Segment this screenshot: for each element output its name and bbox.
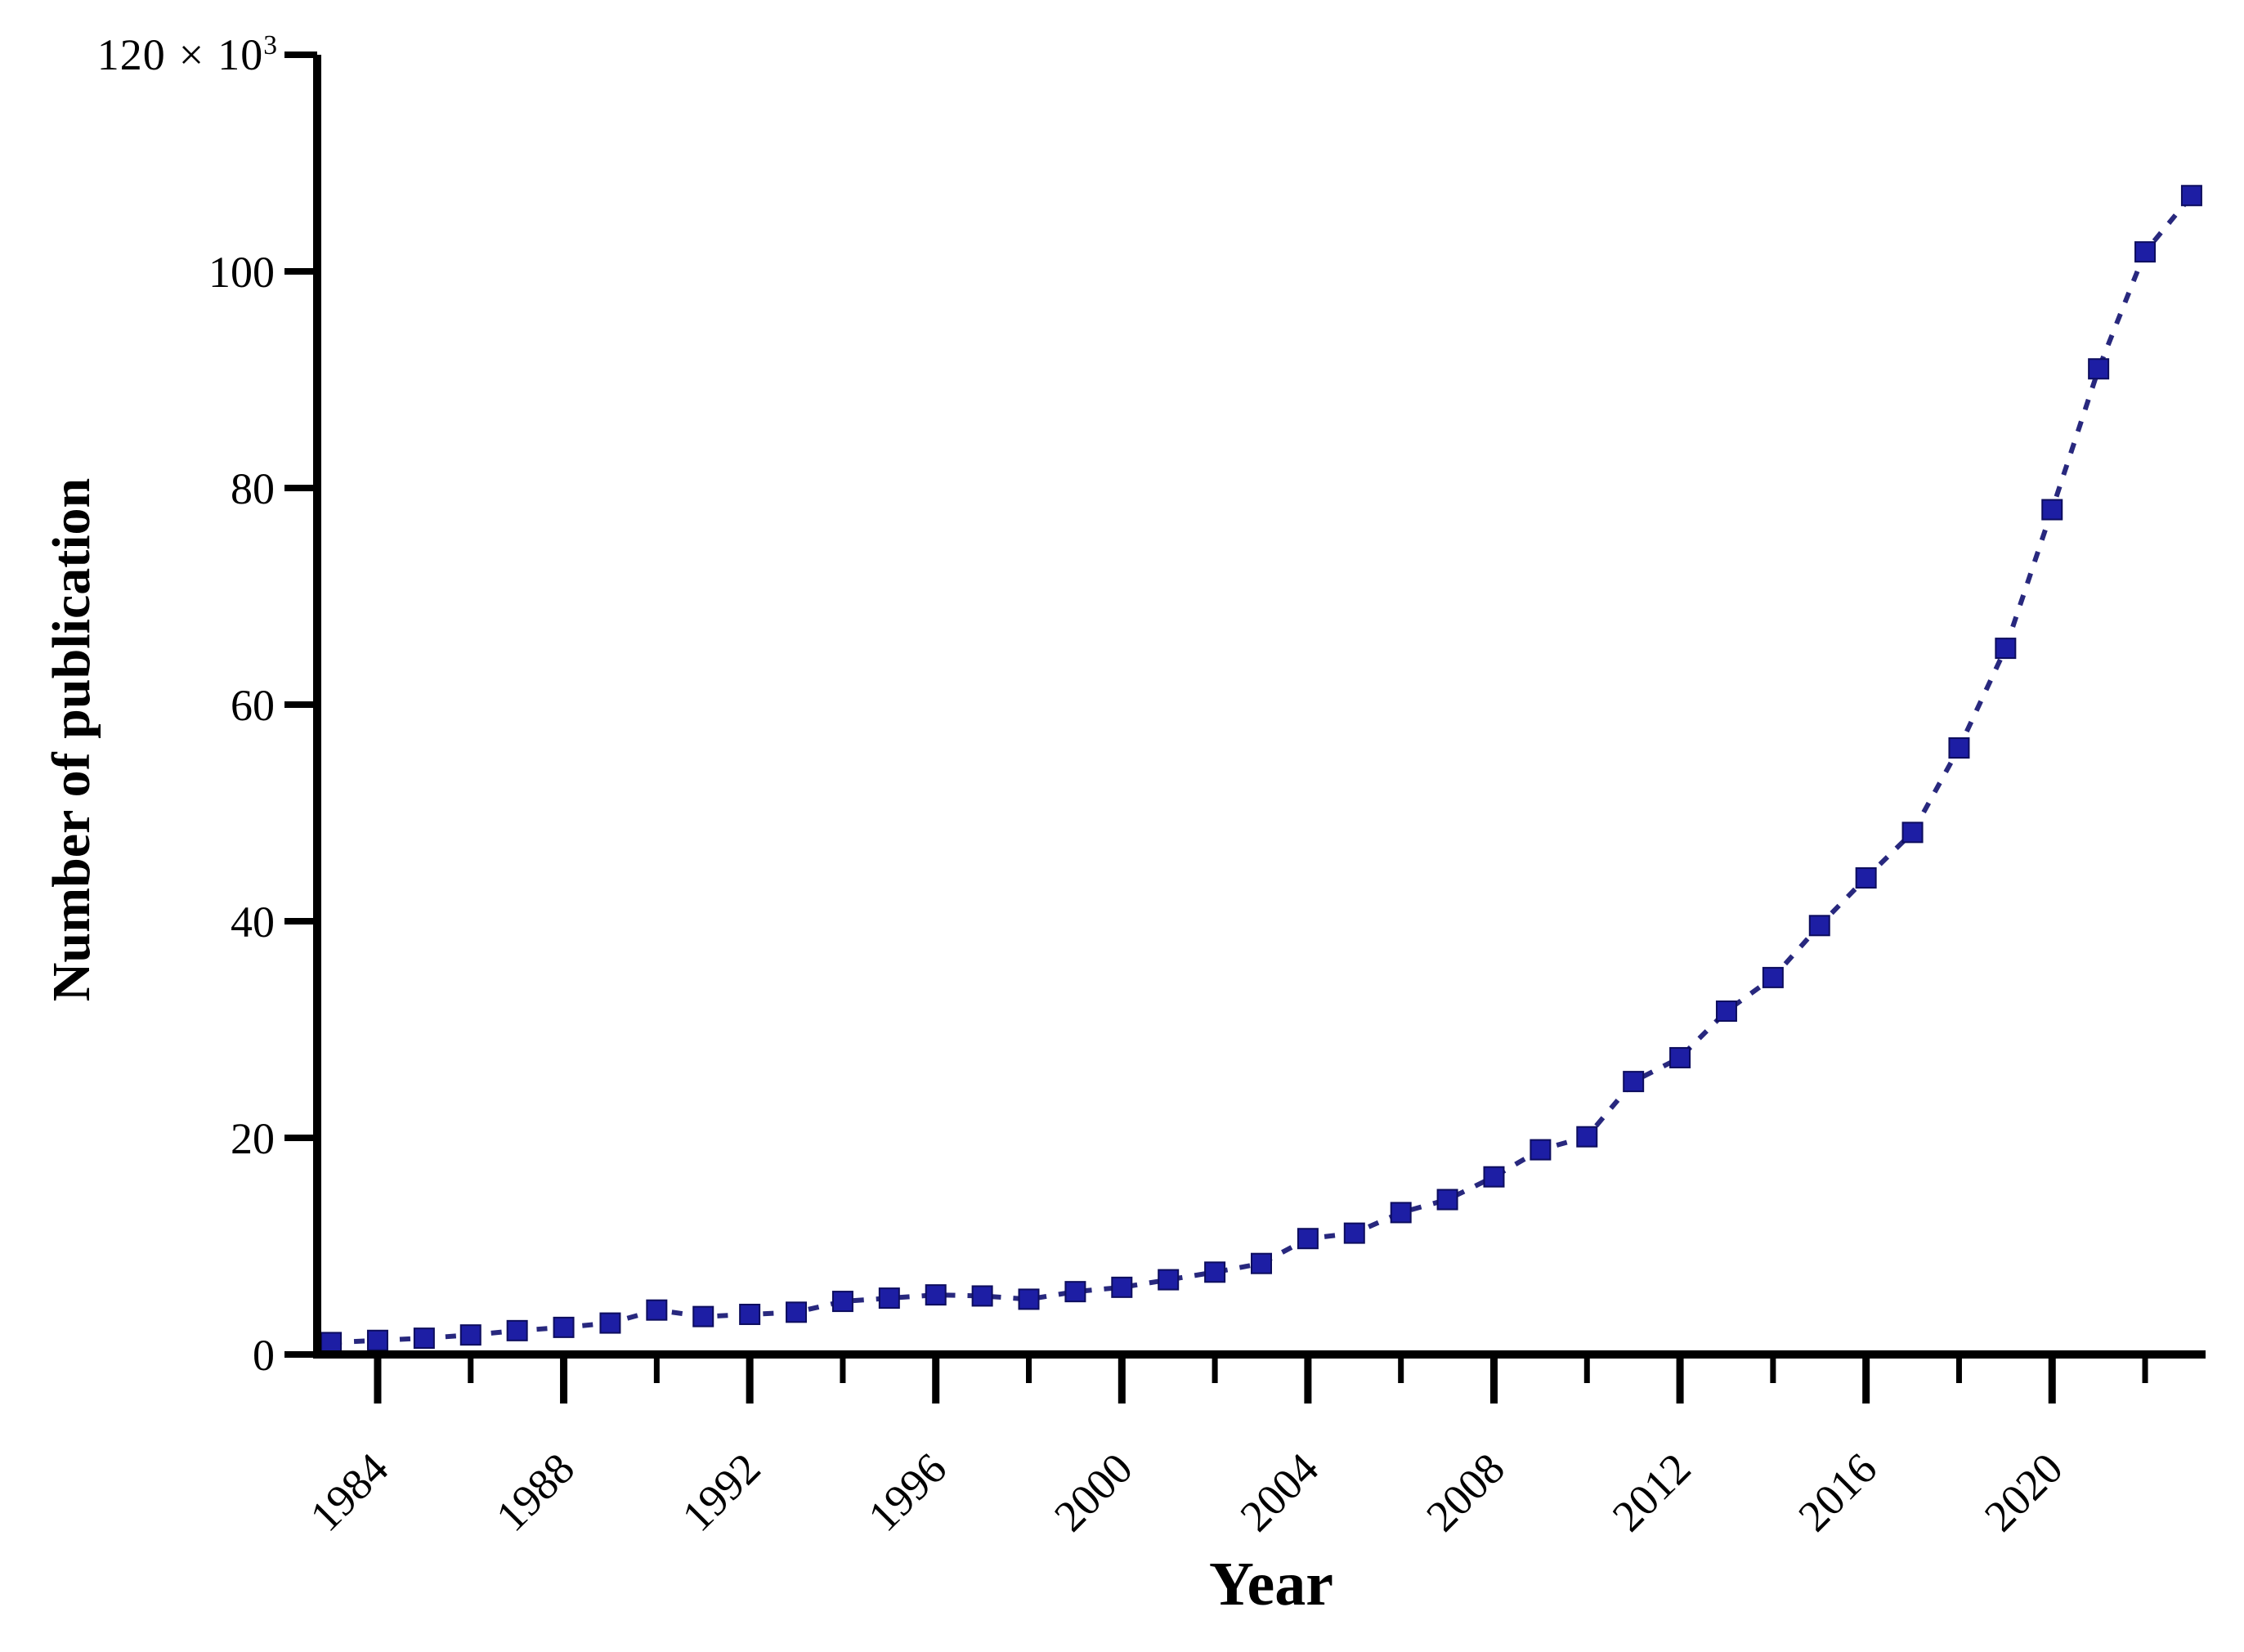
data-point xyxy=(506,1319,528,1341)
data-point xyxy=(1158,1269,1180,1291)
data-point xyxy=(1576,1126,1598,1148)
data-point xyxy=(1297,1228,1319,1250)
data-point xyxy=(459,1324,481,1346)
data-point xyxy=(971,1285,993,1307)
data-point xyxy=(925,1284,947,1306)
data-point xyxy=(1436,1189,1458,1211)
y-tick-label: 20 xyxy=(231,1114,275,1163)
axis-spines xyxy=(313,55,2206,1359)
data-point xyxy=(366,1329,388,1351)
x-tick-label: 2020 xyxy=(1975,1444,2072,1541)
data-point xyxy=(1901,822,1924,844)
x-tick-label: 1992 xyxy=(673,1444,770,1541)
data-point xyxy=(1111,1276,1133,1298)
data-point xyxy=(2041,499,2063,521)
x-axis-title: Year xyxy=(1209,1550,1333,1618)
x-tick-label: 1984 xyxy=(301,1444,398,1541)
y-tick-label: 60 xyxy=(231,681,275,730)
data-point xyxy=(2088,358,2110,380)
data-point xyxy=(1715,1000,1737,1022)
data-point xyxy=(599,1312,621,1334)
data-point xyxy=(1251,1252,1272,1274)
x-tick-label: 2012 xyxy=(1603,1444,1700,1541)
data-point xyxy=(1530,1139,1552,1161)
x-tick-label: 2004 xyxy=(1231,1444,1328,1541)
data-point xyxy=(1483,1166,1505,1188)
data-point xyxy=(1762,966,1784,988)
data-point xyxy=(1343,1222,1365,1244)
data-point xyxy=(1948,737,1970,759)
x-tick-label: 1996 xyxy=(858,1444,956,1541)
data-point xyxy=(646,1299,668,1321)
y-top-base: 10 xyxy=(217,30,264,79)
y-tick-label: 40 xyxy=(231,898,275,947)
data-point xyxy=(1064,1281,1086,1303)
y-axis-top-tick-label: 120 × 103 xyxy=(97,29,278,80)
data-line xyxy=(330,194,2194,1345)
data-point xyxy=(1669,1046,1691,1068)
data-point xyxy=(786,1301,808,1323)
data-point xyxy=(1623,1071,1645,1093)
data-point xyxy=(2180,185,2202,207)
y-top-value: 120 xyxy=(96,30,166,79)
data-point xyxy=(878,1287,900,1310)
data-point xyxy=(831,1291,853,1313)
data-point xyxy=(553,1316,575,1338)
x-tick-label: 2016 xyxy=(1789,1444,1886,1541)
data-point xyxy=(692,1305,714,1327)
multiply-sign: × xyxy=(178,30,205,79)
x-tick-label: 1988 xyxy=(486,1444,584,1541)
data-point xyxy=(1995,638,2017,660)
y-tick-label: 0 xyxy=(253,1331,275,1380)
data-point xyxy=(320,1332,343,1354)
data-point xyxy=(1808,915,1830,937)
data-point xyxy=(413,1327,435,1350)
data-point xyxy=(739,1303,761,1325)
data-point xyxy=(1855,867,1877,889)
x-tick-label: 2000 xyxy=(1045,1444,1142,1541)
y-tick-label: 80 xyxy=(231,464,275,513)
y-tick-label: 100 xyxy=(208,248,275,297)
x-tick-label: 2008 xyxy=(1417,1444,1514,1541)
data-point xyxy=(1390,1202,1412,1224)
data-point xyxy=(1018,1288,1040,1310)
data-point xyxy=(1204,1261,1226,1283)
data-point xyxy=(2134,241,2157,263)
y-top-exponent: 3 xyxy=(263,30,278,60)
